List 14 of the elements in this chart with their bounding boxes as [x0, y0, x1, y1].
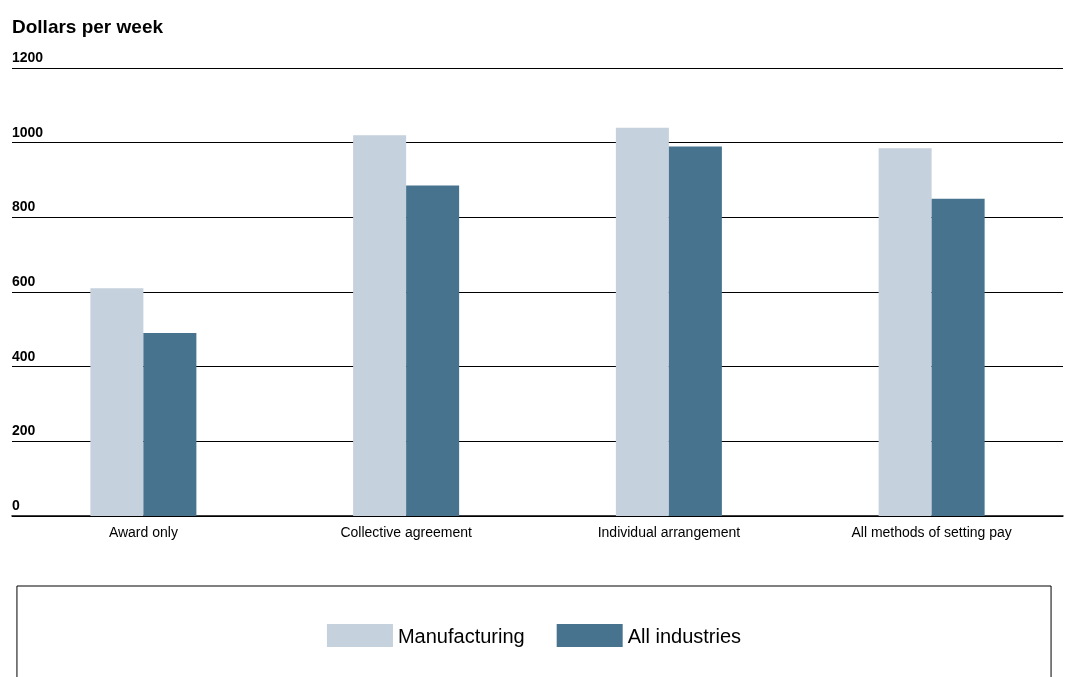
y-tick-label: 1200	[12, 49, 44, 65]
x-tick-label: Individual arrangement	[597, 524, 741, 540]
y-tick-label: 600	[12, 273, 36, 289]
y-tick-label: 0	[12, 497, 20, 513]
legend-label: All industries	[627, 624, 742, 647]
legend-label: Manufacturing	[397, 624, 525, 647]
y-tick-label: 400	[12, 347, 36, 364]
y-axis-title: Dollars per week	[12, 16, 164, 37]
x-tick-label: Collective agreement	[340, 524, 472, 540]
x-tick-label: All methods of setting pay	[851, 524, 1012, 540]
y-tick-label: 1000	[12, 123, 44, 140]
y-tick-label: 800	[12, 198, 36, 215]
x-tick-label: Award only	[108, 524, 178, 540]
y-tick-label: 200	[12, 422, 36, 439]
